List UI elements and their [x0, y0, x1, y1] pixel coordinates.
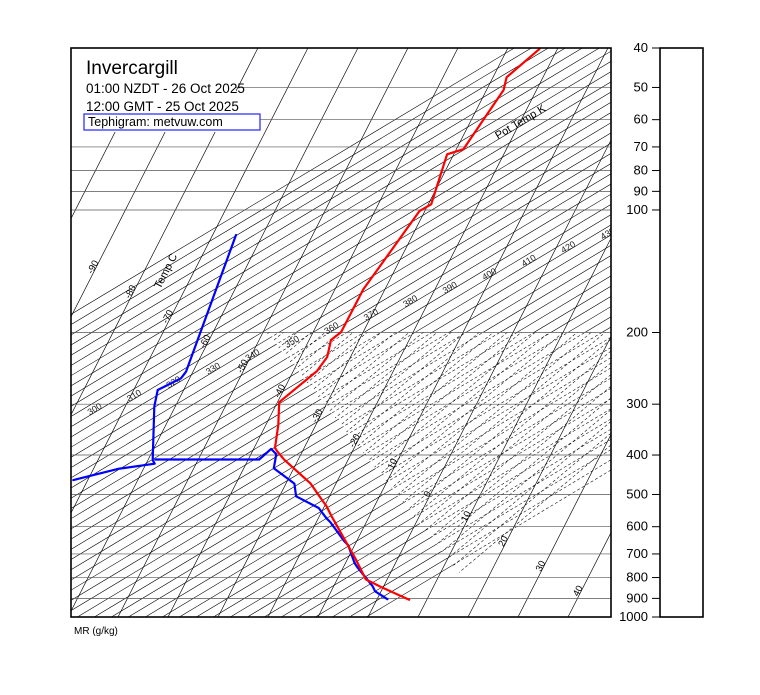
svg-text:Invercargill: Invercargill [86, 58, 178, 79]
svg-text:40: 40 [634, 40, 648, 55]
svg-text:800: 800 [626, 570, 648, 585]
svg-text:700: 700 [626, 546, 648, 561]
svg-text:90: 90 [634, 183, 648, 198]
svg-text:12:00 GMT - 25 Oct 2025: 12:00 GMT - 25 Oct 2025 [86, 99, 239, 114]
svg-text:200: 200 [626, 325, 648, 340]
svg-text:100: 100 [626, 202, 648, 217]
svg-text:50: 50 [634, 79, 648, 94]
svg-text:1000: 1000 [619, 609, 648, 624]
svg-text:70: 70 [634, 139, 648, 154]
svg-text:Tephigram: metvuw.com: Tephigram: metvuw.com [88, 115, 223, 129]
svg-text:80: 80 [634, 163, 648, 178]
svg-text:600: 600 [626, 519, 648, 534]
svg-text:60: 60 [634, 112, 648, 127]
svg-text:01:00 NZDT - 26 Oct 2025: 01:00 NZDT - 26 Oct 2025 [86, 81, 245, 96]
svg-text:300: 300 [626, 396, 648, 411]
svg-text:400: 400 [626, 447, 648, 462]
svg-text:500: 500 [626, 486, 648, 501]
svg-text:900: 900 [626, 590, 648, 605]
svg-text:MR (g/kg): MR (g/kg) [74, 626, 118, 637]
